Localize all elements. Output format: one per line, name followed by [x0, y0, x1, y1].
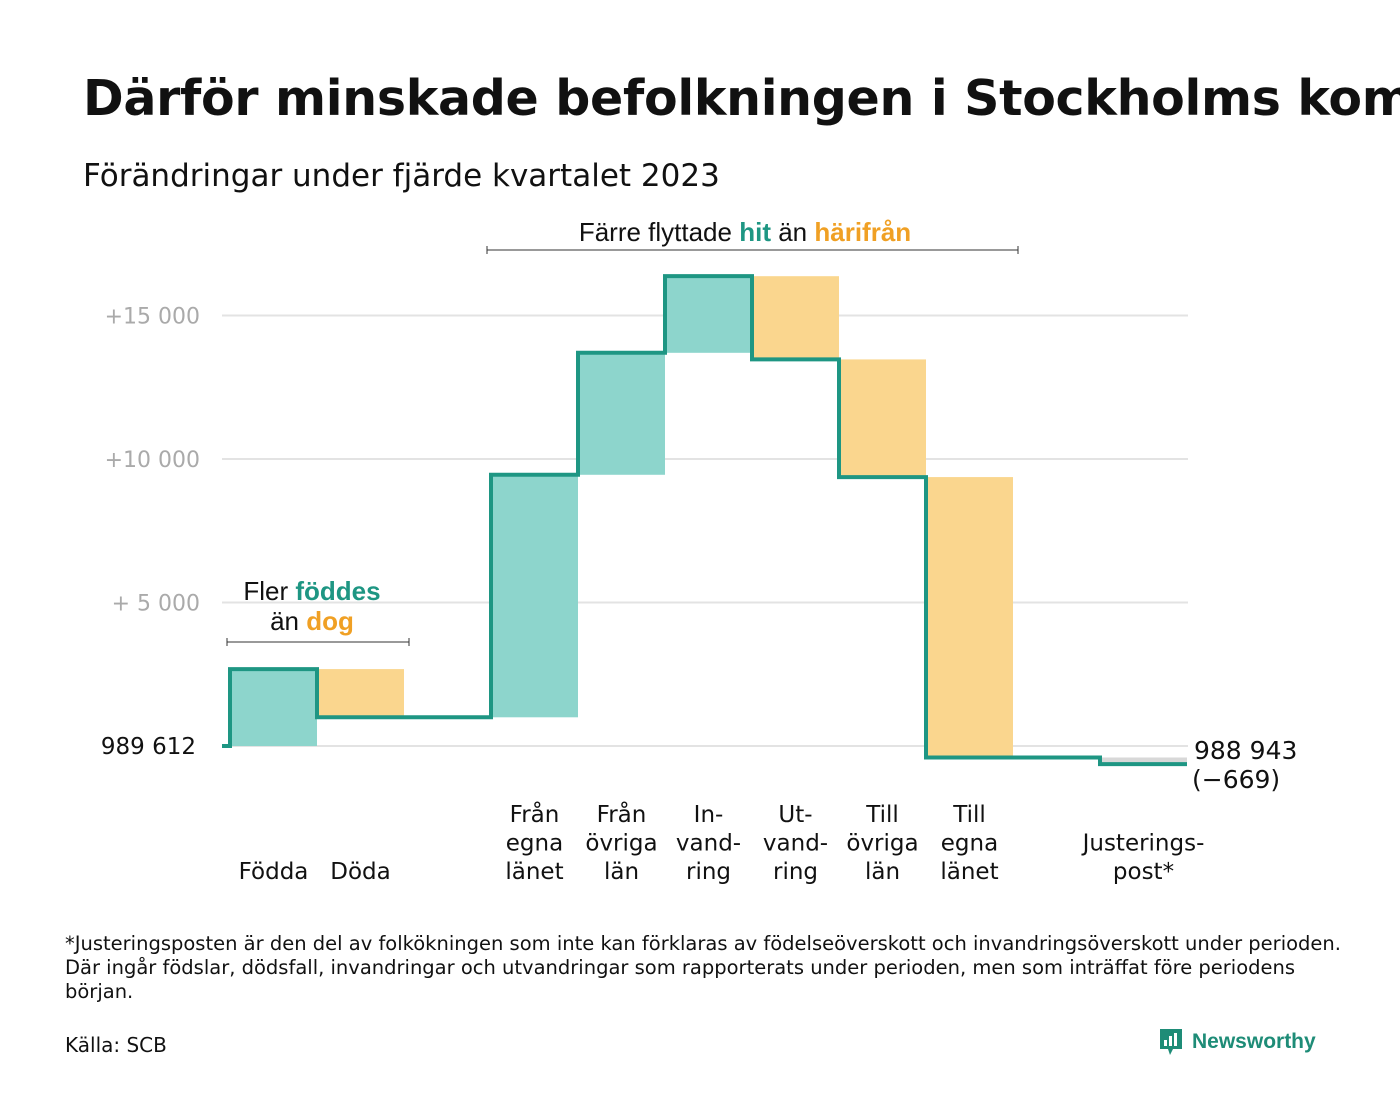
- source: Källa: SCB: [65, 1033, 167, 1057]
- x-category-label: ring: [773, 859, 818, 885]
- x-category-label: Döda: [330, 859, 390, 885]
- birth-annotation-text-line2: än dog: [270, 606, 354, 636]
- x-axis-labels: Födda DödaFrånegnalänetFrånövrigalänIn-va…: [239, 800, 1205, 885]
- birth-annotation-span: Fler: [243, 576, 295, 606]
- x-category-label: länet: [940, 859, 998, 885]
- bar-out: [839, 359, 926, 478]
- bar-out: [317, 669, 404, 718]
- x-category-label: vand-: [676, 831, 741, 857]
- x-category-label: länet: [505, 859, 563, 885]
- bar-out: [752, 276, 839, 360]
- birth-annotation-span: än: [270, 606, 306, 636]
- x-category-label: Till: [952, 802, 986, 828]
- bars: [230, 276, 1187, 765]
- x-category-label: övriga: [585, 831, 657, 857]
- x-category-label: ring: [686, 859, 731, 885]
- x-category-label: vand-: [763, 831, 828, 857]
- x-category-label: län: [865, 859, 900, 885]
- x-category-label: egna: [506, 831, 563, 857]
- bar-in: [491, 474, 578, 718]
- x-category-label: övriga: [846, 831, 918, 857]
- bar-in: [578, 352, 665, 475]
- bar-in: [665, 276, 752, 353]
- bar-adj: [1100, 757, 1187, 765]
- x-category-label: Från: [510, 800, 560, 828]
- x-category-label: In-: [694, 802, 724, 828]
- x-category-label: post*: [1113, 859, 1174, 885]
- migration-annotation-text: Färre flyttade hit än härifrån: [579, 217, 911, 247]
- migration-annotation-span: än: [771, 217, 814, 247]
- brand-name: Newsworthy: [1192, 1030, 1316, 1053]
- x-category-label: Till: [865, 802, 899, 828]
- x-category-label: Födda: [239, 859, 309, 885]
- birth-annotation-span: föddes: [295, 576, 380, 606]
- birth-annotation-text: Fler föddes: [243, 576, 380, 606]
- migration-annotation-span: hit: [739, 217, 771, 247]
- birth-annotation-span: dog: [306, 606, 354, 636]
- bar-out: [926, 477, 1013, 758]
- y-tick-label: +15 000: [105, 305, 200, 330]
- chart-subtitle: Förändringar under fjärde kvartalet 2023: [83, 158, 720, 194]
- y-tick-label: +10 000: [105, 448, 200, 473]
- x-category-label: Ut-: [778, 802, 812, 828]
- brand[interactable]: Newsworthy: [1158, 1027, 1316, 1057]
- end-change-label: (−669): [1192, 765, 1280, 794]
- waterfall-chart: + 5 000 +10 000 +15 000 989 612 988 943(−669…: [101, 217, 1298, 885]
- cumulative-step-line: [222, 274, 1187, 767]
- step-line: [222, 274, 1187, 767]
- migration-annotation-span: härifrån: [814, 217, 911, 247]
- start-value-label: 989 612: [101, 734, 196, 760]
- footnote: *Justeringsposten är den del av folkökni…: [65, 932, 1341, 1003]
- bar-in: [230, 669, 317, 746]
- chart-title: Därför minskade befolkningen i Stockholm…: [83, 70, 1400, 127]
- newsworthy-logo-icon: [1160, 1029, 1182, 1055]
- x-category-label: Från: [597, 800, 647, 828]
- x-category-label: Justerings-: [1081, 831, 1205, 857]
- migration-annotation-span: Färre flyttade: [579, 217, 739, 247]
- end-value-label: 988 943: [1194, 736, 1297, 765]
- y-axis-labels: + 5 000 +10 000 +15 000 989 612 988 943(−669…: [101, 305, 1298, 795]
- y-tick-label: + 5 000: [112, 592, 200, 617]
- x-category-label: län: [604, 859, 639, 885]
- x-category-label: egna: [941, 831, 998, 857]
